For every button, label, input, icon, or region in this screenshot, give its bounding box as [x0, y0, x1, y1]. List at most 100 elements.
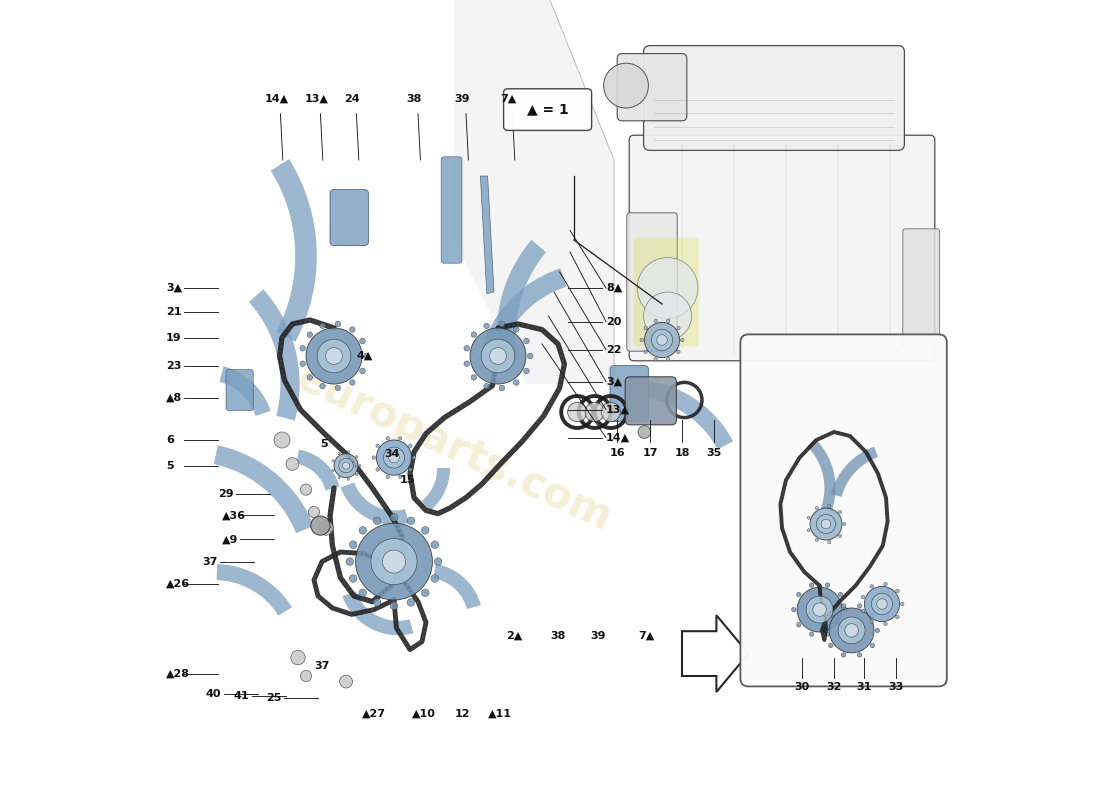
Text: 40: 40 [206, 689, 221, 698]
Circle shape [336, 322, 341, 327]
Circle shape [638, 426, 651, 438]
Circle shape [360, 368, 365, 374]
Circle shape [421, 589, 429, 597]
Circle shape [871, 594, 892, 614]
Circle shape [838, 622, 843, 627]
Circle shape [883, 622, 888, 626]
Polygon shape [682, 615, 748, 692]
FancyBboxPatch shape [634, 238, 698, 346]
Text: 15: 15 [400, 475, 416, 485]
Circle shape [390, 602, 398, 610]
Text: 14▲: 14▲ [264, 94, 288, 104]
Text: 13▲: 13▲ [305, 94, 328, 104]
FancyBboxPatch shape [226, 370, 253, 410]
Polygon shape [630, 379, 733, 450]
Text: 12: 12 [454, 709, 470, 718]
Circle shape [317, 339, 351, 373]
Circle shape [861, 609, 865, 613]
Circle shape [644, 292, 692, 340]
Circle shape [388, 452, 399, 463]
Circle shape [604, 63, 648, 108]
Circle shape [838, 534, 842, 538]
Text: 2▲: 2▲ [506, 631, 522, 641]
Circle shape [307, 332, 312, 338]
Circle shape [340, 675, 352, 688]
Circle shape [527, 353, 534, 358]
Circle shape [336, 385, 341, 390]
Circle shape [326, 347, 342, 364]
Circle shape [360, 338, 365, 344]
Polygon shape [480, 268, 566, 362]
Polygon shape [454, 0, 614, 384]
Circle shape [514, 326, 519, 332]
Circle shape [434, 558, 442, 566]
Text: 29: 29 [218, 490, 233, 499]
Text: 39: 39 [454, 94, 470, 104]
Text: 38: 38 [406, 94, 421, 104]
Circle shape [806, 596, 833, 623]
Circle shape [676, 326, 680, 330]
Circle shape [585, 402, 604, 422]
Polygon shape [807, 438, 836, 512]
Text: 33: 33 [888, 682, 903, 692]
Circle shape [376, 444, 380, 447]
Circle shape [838, 510, 842, 514]
Text: 22: 22 [606, 345, 621, 354]
FancyBboxPatch shape [627, 213, 678, 351]
Circle shape [857, 604, 861, 608]
Circle shape [470, 328, 526, 384]
Circle shape [667, 319, 670, 322]
Text: 7▲: 7▲ [500, 94, 517, 104]
Circle shape [308, 506, 320, 518]
Circle shape [332, 460, 334, 462]
Text: 4▲: 4▲ [356, 351, 373, 361]
Circle shape [398, 437, 402, 440]
Circle shape [376, 468, 380, 471]
Polygon shape [341, 482, 409, 525]
Circle shape [274, 432, 290, 448]
Circle shape [838, 617, 865, 644]
Circle shape [355, 455, 358, 458]
Text: 38: 38 [550, 631, 565, 641]
Circle shape [644, 326, 648, 330]
FancyBboxPatch shape [903, 229, 939, 347]
Polygon shape [342, 591, 414, 635]
Circle shape [807, 516, 811, 519]
Circle shape [810, 583, 814, 587]
Circle shape [300, 346, 306, 351]
Circle shape [792, 607, 796, 612]
Circle shape [838, 592, 843, 597]
Circle shape [350, 574, 358, 582]
Text: 13▲: 13▲ [606, 405, 630, 414]
Circle shape [359, 589, 366, 597]
Circle shape [827, 504, 830, 507]
Circle shape [796, 622, 801, 627]
Circle shape [481, 339, 515, 373]
FancyBboxPatch shape [441, 157, 462, 263]
Circle shape [471, 332, 476, 338]
Circle shape [824, 628, 828, 633]
Circle shape [499, 322, 505, 327]
Circle shape [471, 374, 476, 380]
Polygon shape [296, 450, 340, 490]
Polygon shape [421, 468, 450, 511]
Circle shape [383, 550, 406, 573]
Circle shape [828, 643, 833, 648]
Circle shape [408, 444, 412, 447]
Polygon shape [271, 159, 317, 342]
Text: ▲9: ▲9 [222, 534, 239, 544]
Text: ▲8: ▲8 [166, 393, 183, 402]
Circle shape [843, 522, 846, 526]
Circle shape [376, 440, 411, 475]
Text: 20: 20 [606, 317, 621, 326]
Polygon shape [496, 240, 546, 362]
Circle shape [815, 506, 818, 510]
Circle shape [883, 582, 888, 586]
Circle shape [568, 402, 586, 422]
Circle shape [877, 598, 888, 610]
Polygon shape [213, 446, 314, 533]
Text: 18: 18 [674, 448, 690, 458]
Circle shape [412, 456, 416, 459]
Circle shape [490, 347, 506, 364]
Circle shape [421, 526, 429, 534]
